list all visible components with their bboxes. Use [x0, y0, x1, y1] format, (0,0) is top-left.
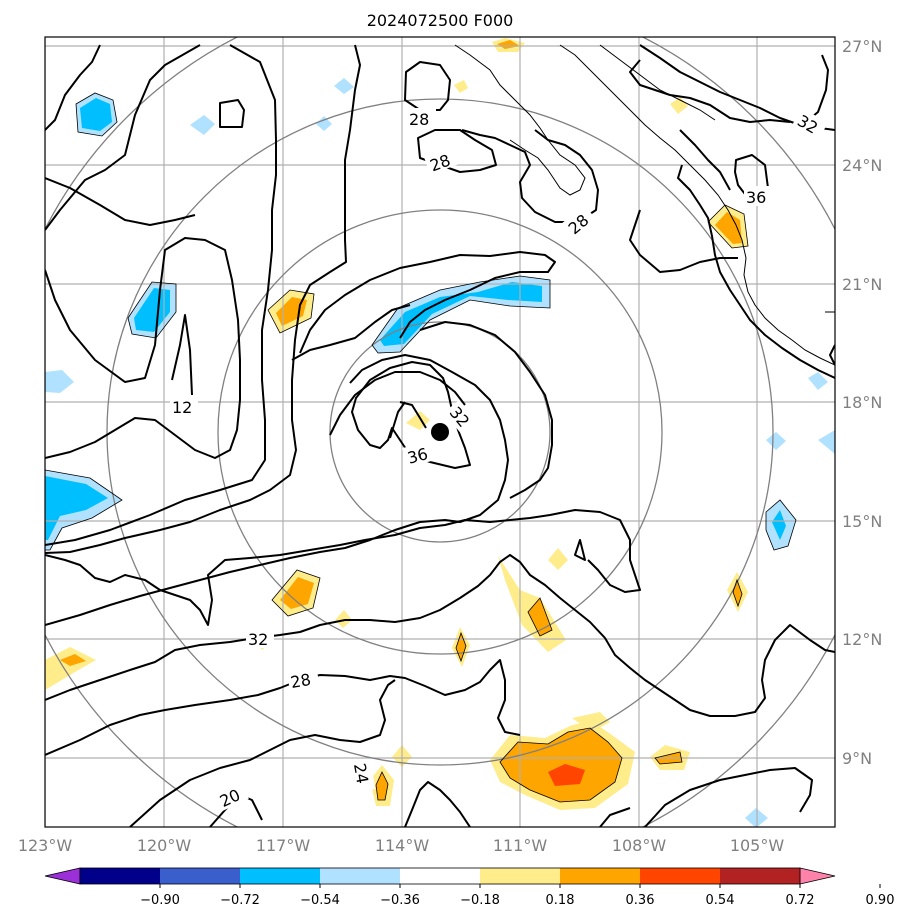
contours	[45, 44, 835, 827]
colorbar-segment	[400, 868, 480, 884]
contour-label: 12	[172, 398, 192, 417]
range-rings	[45, 37, 835, 827]
colorbar-tick-label: 0.54	[706, 893, 735, 908]
lon-label: 108°W	[612, 836, 667, 855]
lon-label: 105°W	[730, 836, 785, 855]
colorbar-segment	[80, 868, 160, 884]
lon-label: 123°W	[18, 836, 73, 855]
map-area: 28 28 28 32 36 32 36 12 32 28 24 20	[45, 37, 835, 827]
lon-label: 117°W	[256, 836, 311, 855]
lat-label: 24°N	[842, 156, 882, 175]
colorbar-segment	[240, 868, 320, 884]
shading-outlines	[45, 92, 797, 803]
lat-label: 15°N	[842, 512, 882, 531]
contour-label: 24	[350, 762, 372, 785]
contour-label: 32	[248, 630, 268, 649]
colorbar-ticks: −0.90 −0.72 −0.54 −0.36 −0.18 0.18 0.36 0.54 0.7…	[140, 884, 894, 908]
contour-label: 28	[289, 670, 312, 692]
latitude-labels: 27°N 24°N 21°N 18°N 15°N 12°N 9°N	[842, 37, 882, 768]
longitude-labels: 123°W 120°W 117°W 114°W 111°W 108°W 105°…	[18, 836, 785, 855]
colorbar-tick-label: 0.18	[546, 893, 575, 908]
contour-label: 28	[409, 110, 429, 129]
colorbar-segment	[640, 868, 720, 884]
colorbar-extend-left	[44, 867, 81, 885]
colorbar-tick-label: 0.90	[866, 893, 895, 908]
colorbar-tick-label: −0.18	[460, 893, 500, 908]
colorbar-tick-label: 0.72	[786, 893, 815, 908]
colorbar: −0.90 −0.72 −0.54 −0.36 −0.18 0.18 0.36 0.54 0.7…	[44, 867, 894, 908]
colorbar-segment	[720, 868, 800, 884]
lat-label: 27°N	[842, 37, 882, 56]
colorbar-segment	[560, 868, 640, 884]
lon-label: 120°W	[137, 836, 192, 855]
lat-label: 9°N	[842, 749, 872, 768]
map-frame	[44, 36, 836, 828]
colorbar-tick-label: −0.54	[300, 893, 340, 908]
lon-label: 114°W	[375, 836, 430, 855]
lat-label: 12°N	[842, 630, 882, 649]
shaded-negative-areas	[45, 78, 835, 827]
lat-label: 21°N	[842, 275, 882, 294]
colorbar-segment	[480, 868, 560, 884]
shaded-positive-areas	[45, 38, 748, 810]
colorbar-tick-label: −0.90	[140, 893, 180, 908]
storm-center-marker	[431, 423, 449, 441]
coastline	[454, 44, 835, 366]
colorbar-tick-label: −0.72	[220, 893, 260, 908]
contour-label: 36	[746, 188, 766, 207]
contour-label: 36	[405, 444, 430, 468]
colorbar-segment	[320, 868, 400, 884]
colorbar-tick-label: −0.36	[380, 893, 420, 908]
contour-labels: 28 28 28 32 36 32 36 12 32 28 24 20	[170, 107, 828, 812]
colorbar-segments	[79, 867, 801, 885]
colorbar-segment	[160, 868, 240, 884]
colorbar-frame	[79, 867, 801, 885]
map-title: 2024072500 F000	[367, 11, 514, 30]
lon-label: 111°W	[493, 836, 548, 855]
colorbar-extend-right	[799, 867, 836, 885]
lat-label: 18°N	[842, 393, 882, 412]
colorbar-tick-label: 0.36	[626, 893, 655, 908]
